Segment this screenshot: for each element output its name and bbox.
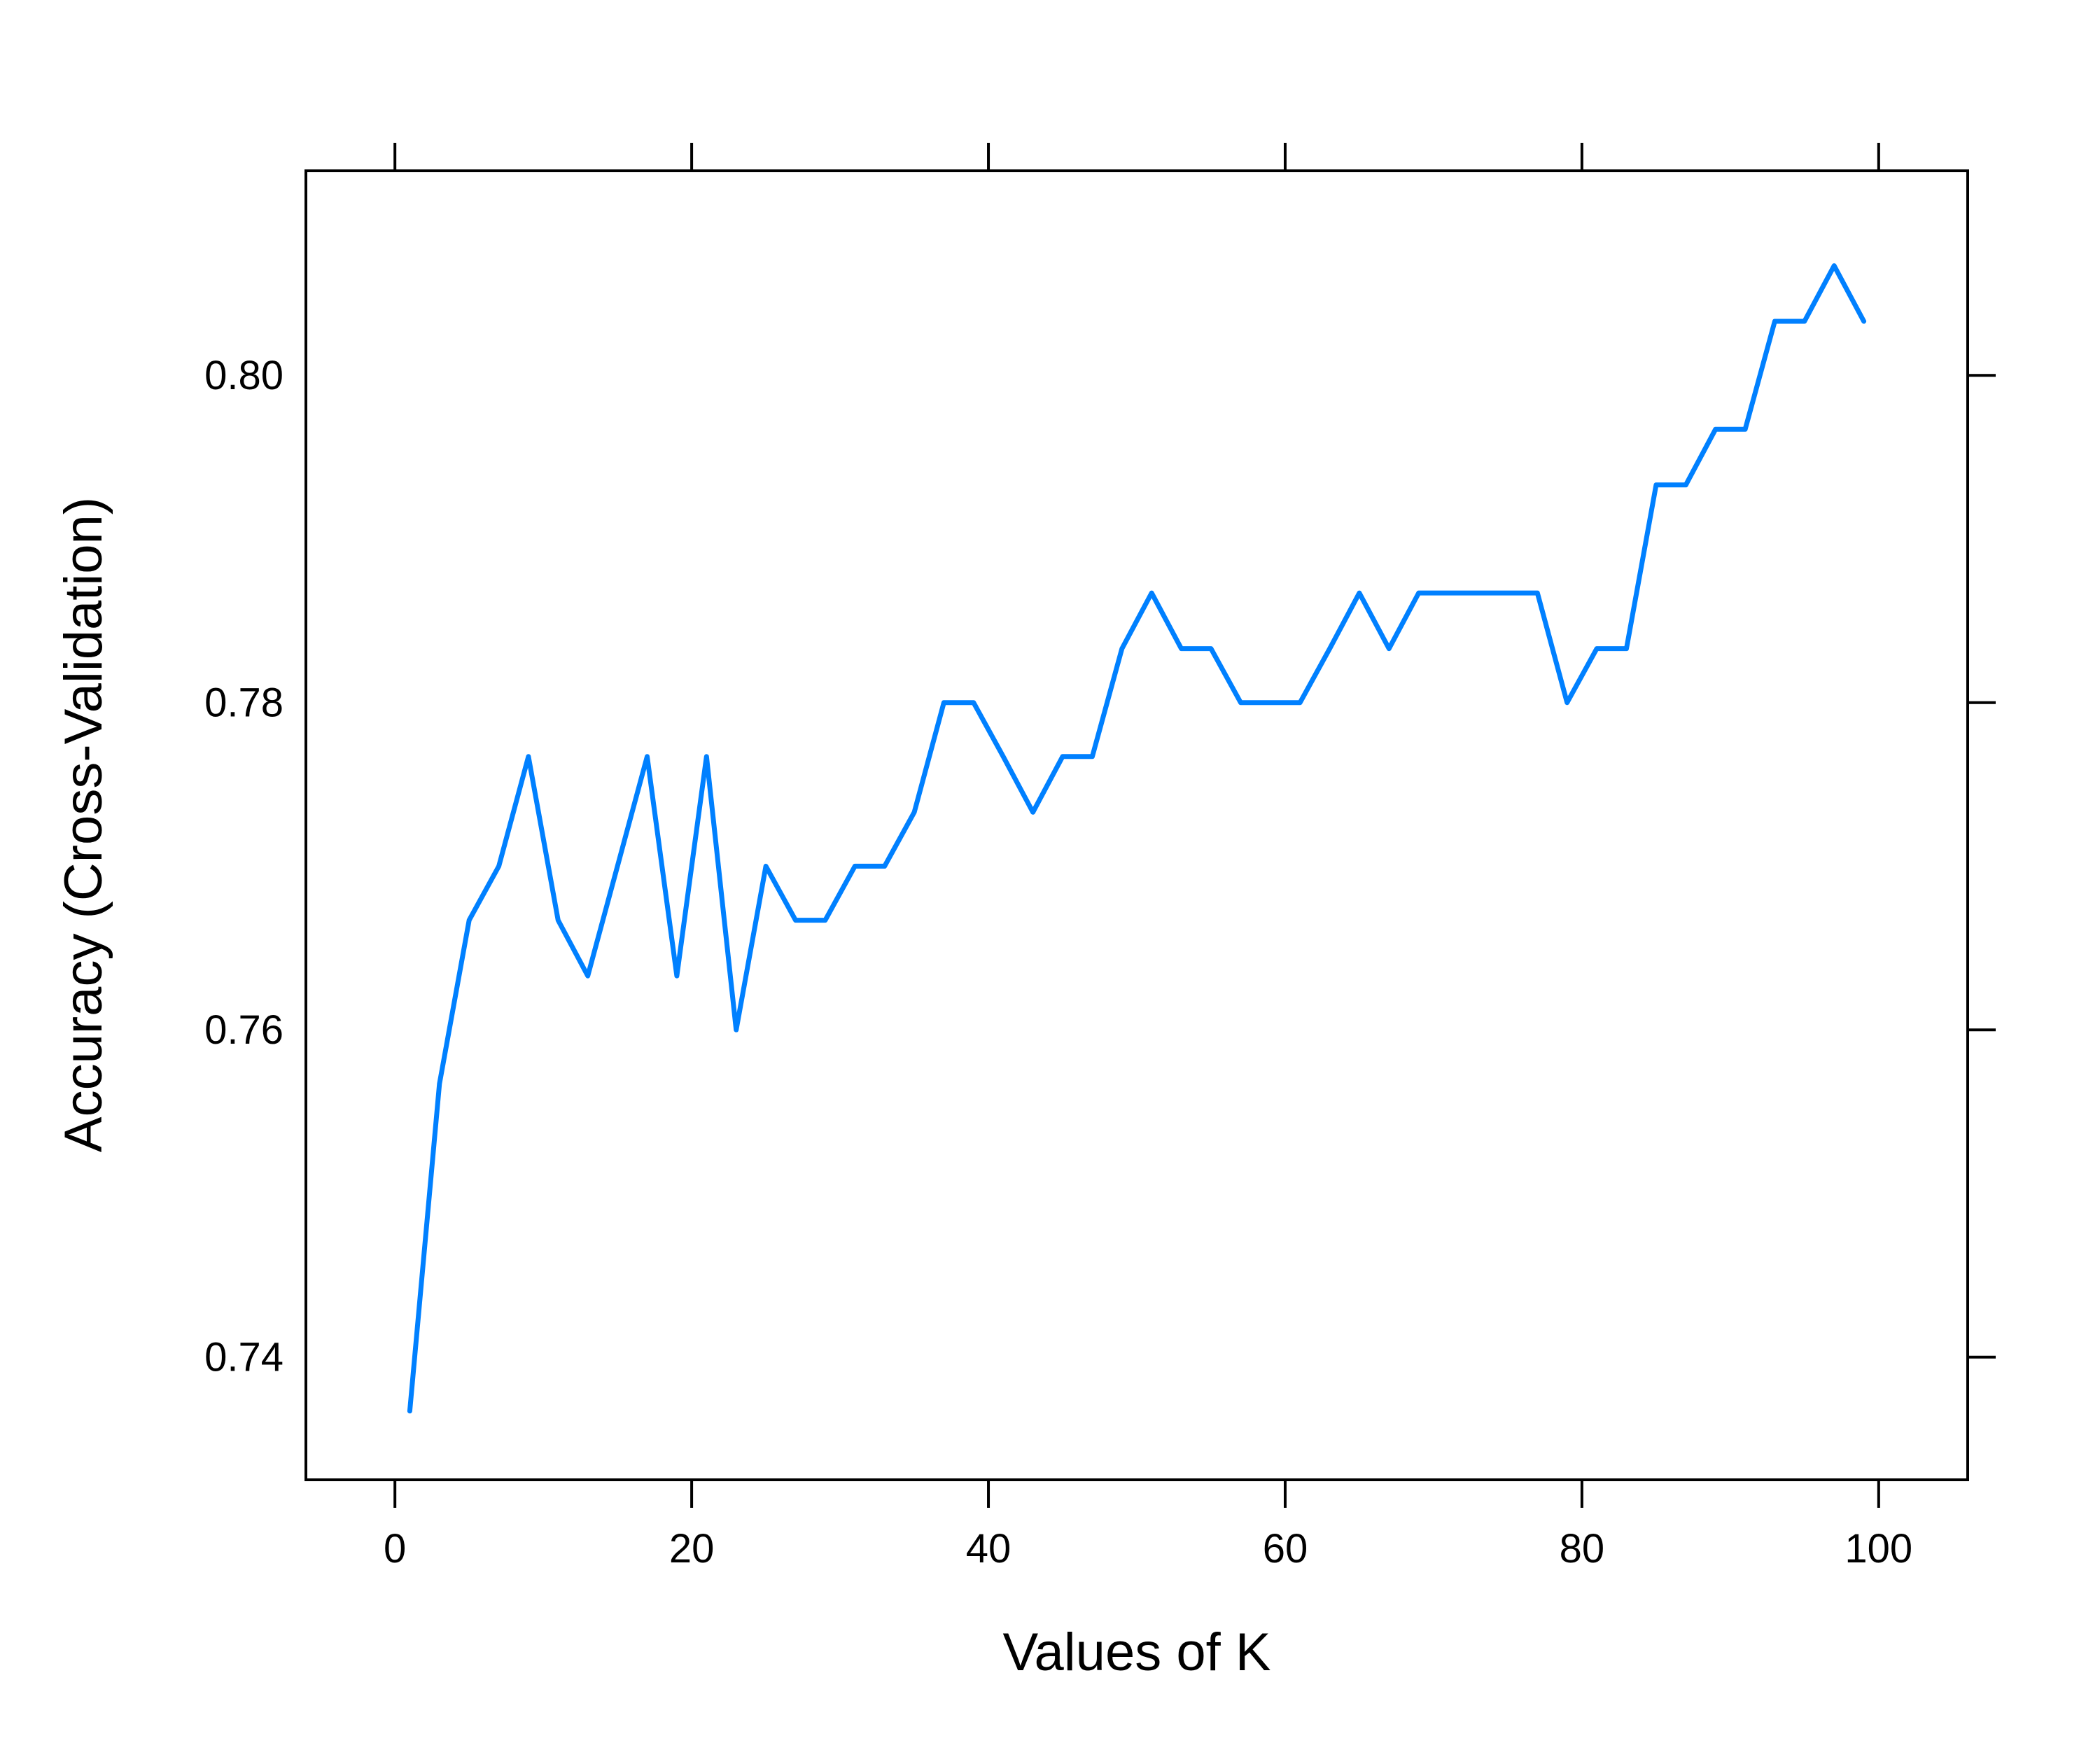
data-point — [1715, 428, 1716, 430]
series-layer — [407, 263, 1867, 1414]
data-point — [1418, 592, 1420, 594]
data-point — [1181, 648, 1182, 650]
x-tick-label: 40 — [966, 1526, 1011, 1572]
x-tick-label: 80 — [1560, 1526, 1605, 1572]
data-point — [1240, 702, 1241, 704]
data-point — [1774, 321, 1775, 322]
x-axis-ticks: 0 20 40 60 80 100 — [384, 143, 1912, 1572]
x-tick-label: 100 — [1844, 1526, 1912, 1572]
x-tick-label: 0 — [384, 1526, 406, 1572]
x-tick-label: 20 — [669, 1526, 715, 1572]
x-tick-label: 60 — [1263, 1526, 1308, 1572]
data-point — [1625, 648, 1627, 650]
y-axis-title: Accuracy (Cross-Validation) — [54, 497, 113, 1152]
data-point — [973, 702, 974, 704]
data-point — [1536, 592, 1538, 594]
x-axis-title: Values of K — [1002, 1623, 1270, 1682]
y-tick-label: 0.74 — [204, 1335, 284, 1380]
y-tick-label: 0.80 — [204, 353, 284, 398]
data-point — [1388, 648, 1390, 650]
data-point — [1833, 265, 1835, 267]
data-point — [1032, 811, 1034, 813]
plot-frame — [304, 169, 1969, 1481]
data-point — [617, 865, 618, 867]
data-point — [498, 865, 500, 867]
data-point — [1329, 648, 1331, 650]
y-tick-label: 0.76 — [204, 1007, 284, 1053]
data-point — [647, 756, 648, 757]
data-point — [1299, 702, 1301, 704]
data-point — [1863, 321, 1865, 322]
data-point — [1121, 648, 1123, 650]
data-point — [1091, 756, 1093, 757]
data-point — [1744, 428, 1746, 430]
data-point — [913, 811, 915, 813]
series-line — [407, 263, 1867, 1414]
data-point — [1448, 592, 1449, 594]
y-axis-ticks: 0.74 0.76 0.78 0.80 — [204, 353, 1996, 1380]
data-point — [1507, 592, 1508, 594]
data-point — [884, 865, 886, 867]
data-point — [1804, 321, 1805, 322]
data-point — [1210, 648, 1212, 650]
data-point — [706, 756, 707, 757]
data-point — [1002, 756, 1004, 757]
y-tick-label: 0.78 — [204, 680, 284, 726]
